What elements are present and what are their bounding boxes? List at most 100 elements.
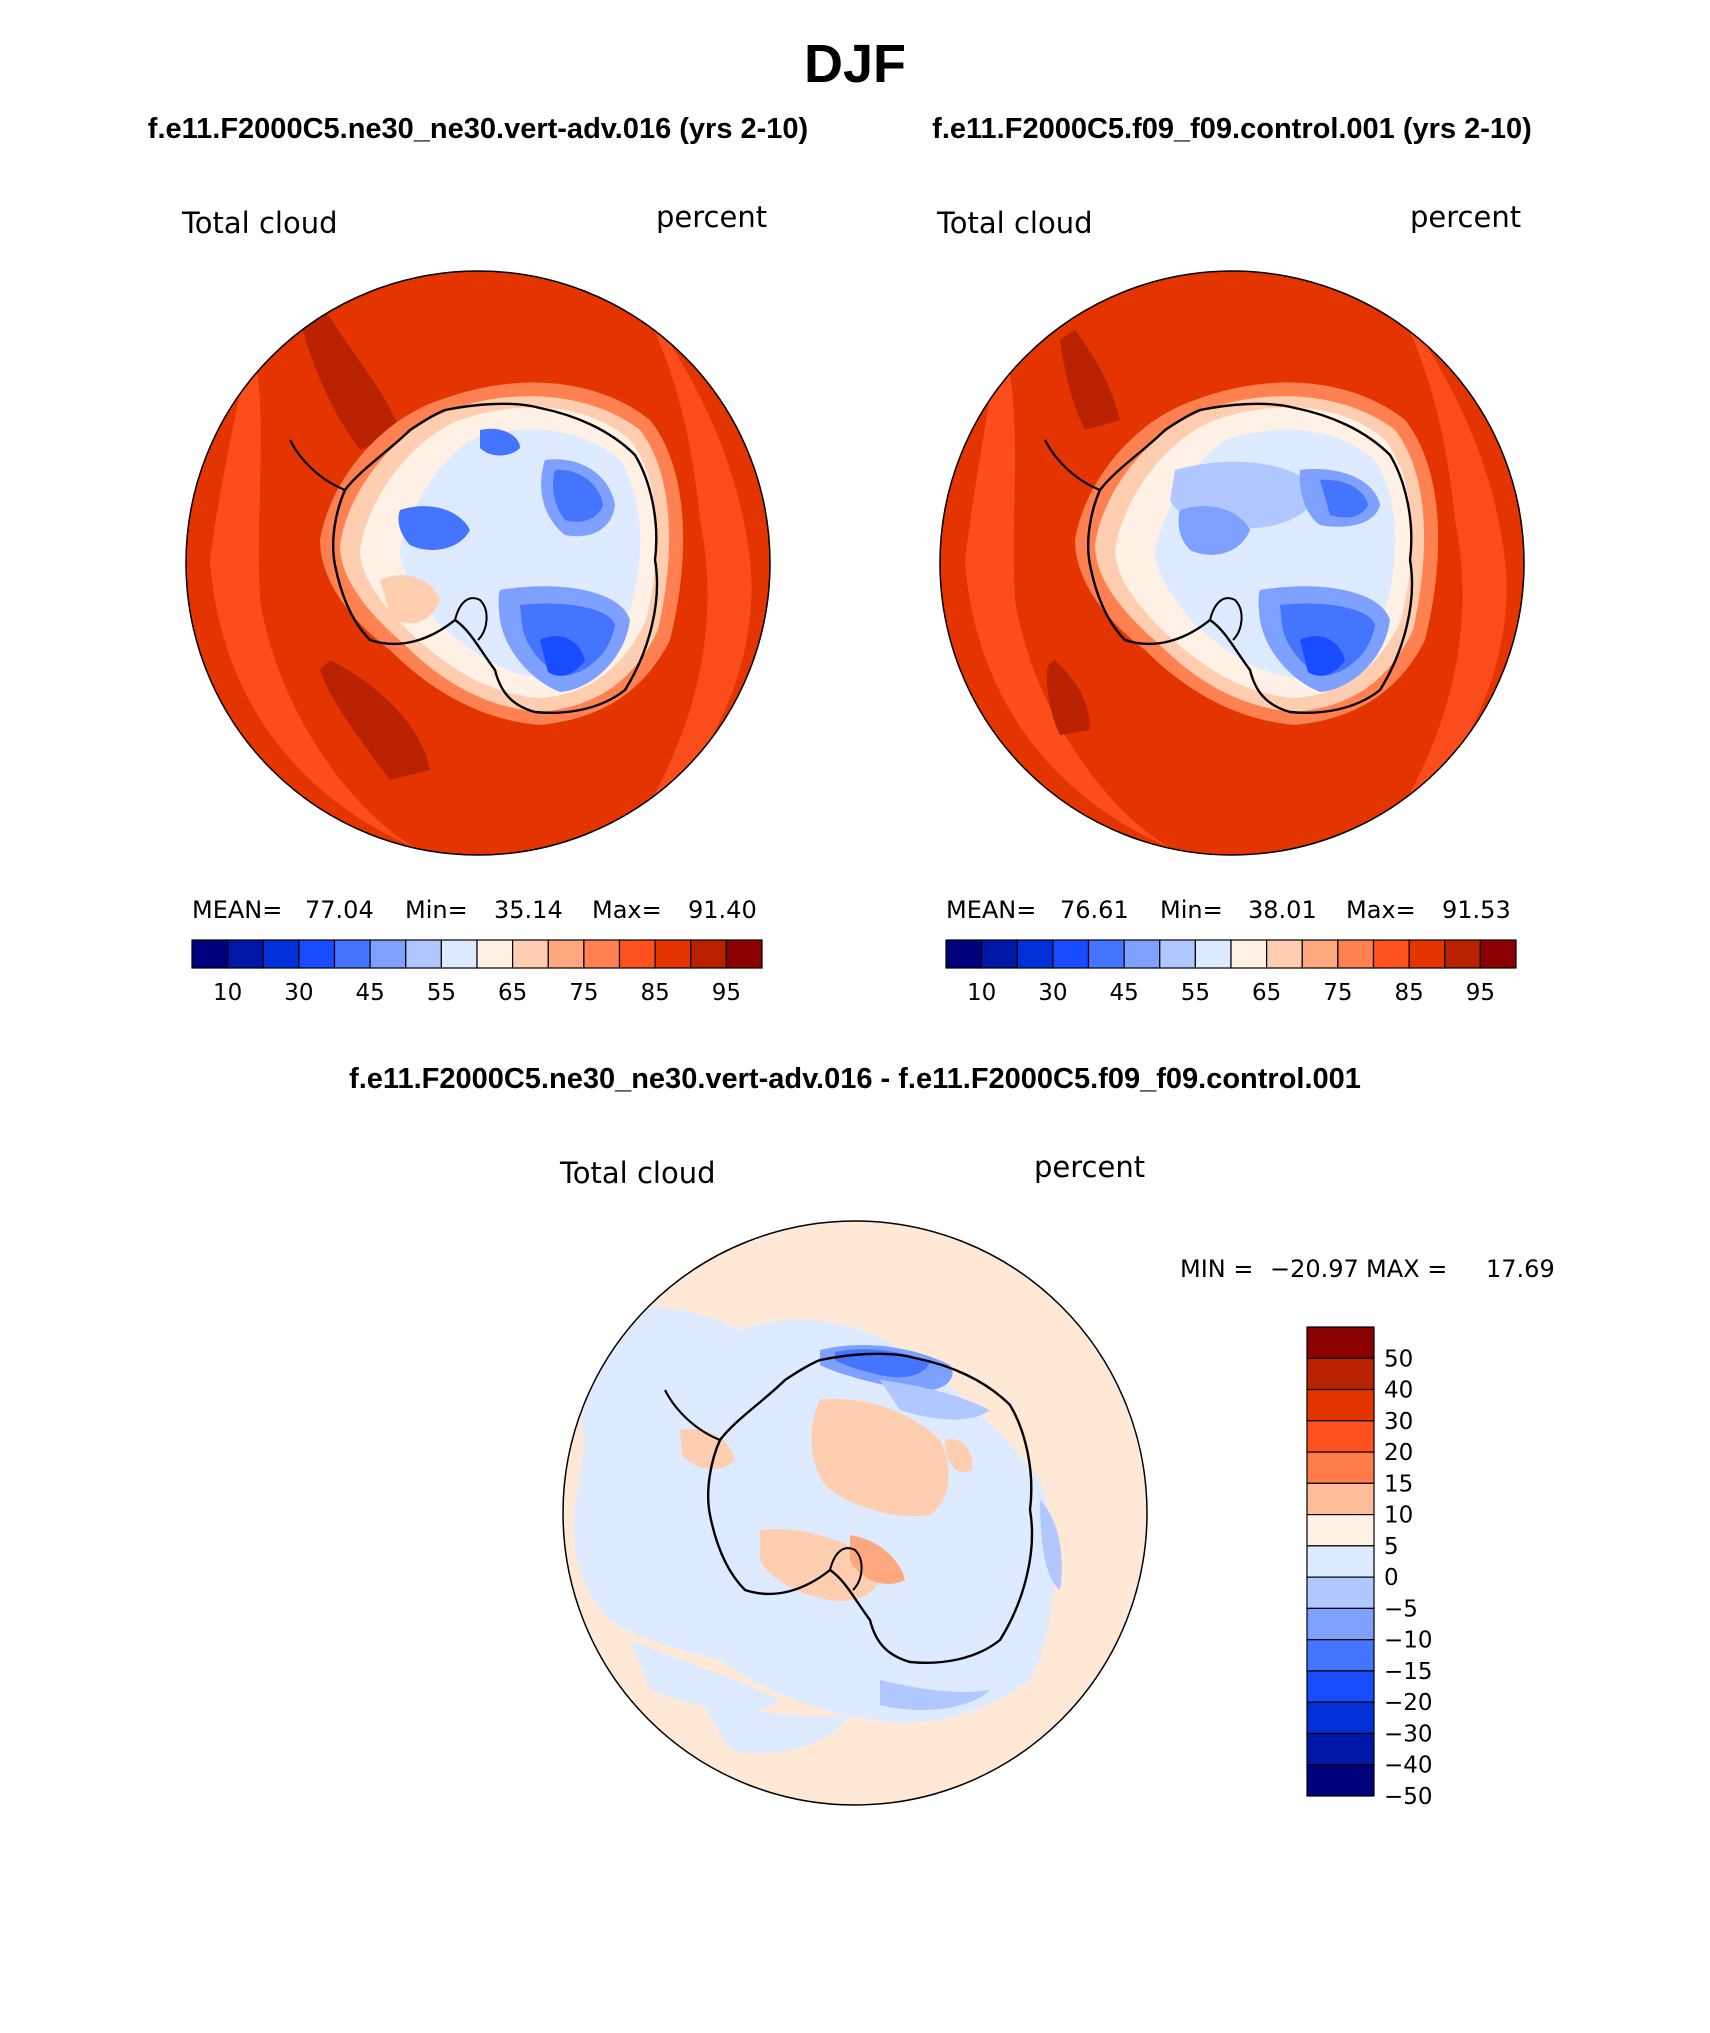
colorbar-tick-label: 75 (569, 980, 598, 1006)
colorbar-swatch (298, 939, 336, 969)
colorbar-swatch (1444, 939, 1481, 969)
colorbar-tick-label: −15 (1384, 1659, 1433, 1685)
stat-mean-label: MEAN= (192, 896, 282, 924)
colorbar-tick-label: 95 (1466, 980, 1495, 1006)
colorbar-swatch (618, 939, 656, 969)
colorbar-swatch (1306, 1388, 1375, 1422)
colorbar-tick-label: −40 (1384, 1753, 1433, 1779)
colorbar-tick-label: 10 (1384, 1503, 1413, 1529)
colorbar-right: 10 30 45 55 65 75 85 95 (945, 939, 1517, 1006)
diff-min-value: −20.97 (1270, 1255, 1359, 1283)
colorbar-tick-label: 65 (498, 980, 527, 1006)
colorbar-tick-label: −50 (1384, 1784, 1433, 1810)
colorbar-swatch (1306, 1420, 1375, 1453)
colorbar-tick-label: 30 (284, 980, 313, 1006)
colorbar-swatch (1301, 939, 1339, 969)
colorbar-swatch (512, 939, 549, 969)
stat-min-value: 38.01 (1248, 896, 1317, 924)
stat-mean-label: MEAN= (946, 896, 1036, 924)
diff-max-label: MAX = (1366, 1255, 1447, 1283)
colorbar-swatch (440, 939, 478, 969)
stat-min-value: 35.14 (494, 896, 563, 924)
colorbar-swatch (1337, 939, 1375, 969)
colorbar-swatch (1372, 939, 1410, 969)
colorbar-swatch (1306, 1639, 1375, 1672)
colorbar-swatch (583, 939, 621, 969)
panel-left-units-label: percent (656, 200, 767, 234)
colorbar-swatch (1306, 1513, 1375, 1547)
colorbar-tick-label: 85 (640, 980, 669, 1006)
colorbar-swatch (1306, 1326, 1375, 1359)
colorbar-swatch (1087, 939, 1125, 969)
colorbar-swatch (1306, 1607, 1375, 1641)
colorbar-tick-label: 30 (1384, 1409, 1413, 1435)
diff-units-label: percent (1034, 1150, 1145, 1184)
colorbar-tick-label: 65 (1252, 980, 1281, 1006)
colorbar-tick-label: 40 (1384, 1378, 1413, 1404)
diff-panel-title: f.e11.F2000C5.ne30_ne30.vert-adv.016 - f… (349, 1063, 1361, 1095)
colorbar-swatch (1306, 1670, 1375, 1703)
colorbar-swatch (191, 939, 229, 969)
colorbar-tick-label: 10 (967, 980, 996, 1006)
panel-right-variable-label: Total cloud (936, 206, 1092, 240)
colorbar-swatch (1052, 939, 1090, 969)
colorbar-tick-label: 5 (1384, 1534, 1399, 1560)
map-right (940, 271, 1524, 855)
colorbar-swatch (1306, 1576, 1375, 1609)
colorbar-swatch (476, 939, 514, 969)
colorbar-swatch (1306, 1701, 1375, 1735)
colorbar-swatch (262, 939, 300, 969)
colorbar-tick-label: 20 (1384, 1440, 1413, 1466)
colorbar-swatch (227, 939, 264, 969)
colorbar-tick-label: 55 (427, 980, 456, 1006)
colorbar-tick-label: 50 (1384, 1346, 1413, 1372)
map-left (186, 271, 770, 855)
colorbar-swatch (1306, 1732, 1375, 1766)
panel-left-stats: MEAN= 77.04 Min= 35.14 Max= 91.40 (192, 896, 757, 924)
colorbar-swatch (1408, 939, 1446, 969)
colorbar-swatch (1266, 939, 1303, 969)
colorbar-tick-label: 55 (1181, 980, 1210, 1006)
stat-min-label: Min= (1160, 896, 1223, 924)
colorbar-swatch (1306, 1482, 1375, 1516)
stat-mean-value: 76.61 (1060, 896, 1129, 924)
colorbar-tick-label: 45 (355, 980, 384, 1006)
colorbar-tick-label: 85 (1394, 980, 1423, 1006)
colorbar-tick-label: −5 (1384, 1596, 1418, 1622)
colorbar-swatch (725, 939, 763, 969)
colorbar-swatch (405, 939, 442, 969)
stat-max-label: Max= (592, 896, 662, 924)
colorbar-swatch (945, 939, 983, 969)
colorbar-tick-label: 45 (1109, 980, 1138, 1006)
stat-min-label: Min= (405, 896, 468, 924)
map-right-outline (939, 270, 1525, 856)
colorbar-tick-label: 95 (712, 980, 741, 1006)
stat-max-value: 91.40 (688, 896, 757, 924)
colorbar-swatch (1230, 939, 1268, 969)
colorbar-tick-label: 10 (213, 980, 242, 1006)
colorbar-swatch (1479, 939, 1517, 969)
colorbar-swatch (333, 939, 371, 969)
colorbar-tick-label: −20 (1384, 1690, 1433, 1716)
map-left-outline (185, 270, 771, 856)
diff-variable-label: Total cloud (559, 1156, 715, 1190)
colorbar-swatch (1123, 939, 1161, 969)
stat-mean-value: 77.04 (305, 896, 374, 924)
colorbar-tick-label: 30 (1038, 980, 1067, 1006)
colorbar-swatch (1306, 1764, 1375, 1797)
colorbar-swatch (1306, 1451, 1375, 1484)
colorbar-swatch (1306, 1357, 1375, 1391)
colorbar-tick-label: −30 (1384, 1721, 1433, 1747)
colorbar-tick-label: 0 (1384, 1565, 1399, 1591)
colorbar-swatch (547, 939, 585, 969)
colorbar-swatch (690, 939, 727, 969)
panel-right-case-title: f.e11.F2000C5.f09_f09.control.001 (yrs 2… (932, 113, 1532, 145)
panel-right-stats: MEAN= 76.61 Min= 38.01 Max= 91.53 (946, 896, 1511, 924)
stat-max-value: 91.53 (1442, 896, 1511, 924)
colorbar-tick-label: −10 (1384, 1628, 1433, 1654)
diff-max-value: 17.69 (1486, 1255, 1555, 1283)
panel-left-variable-label: Total cloud (181, 206, 337, 240)
colorbar-swatch (1194, 939, 1232, 969)
